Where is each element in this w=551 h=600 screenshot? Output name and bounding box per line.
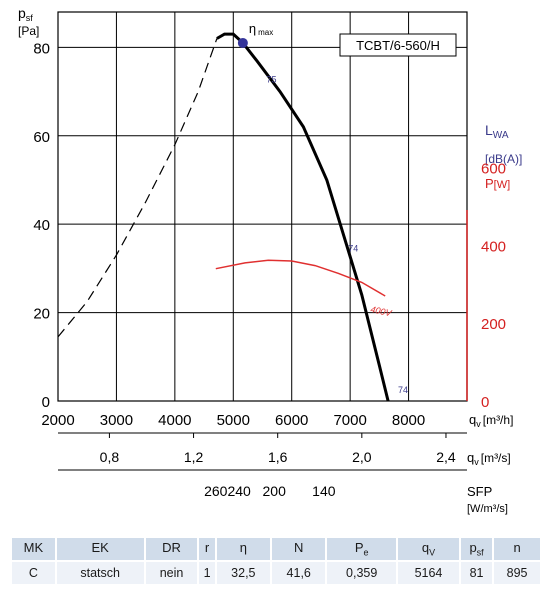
x2-tick-label: 2,0 (352, 449, 372, 465)
power-tick-label: 600 (481, 161, 506, 178)
power-curve-label: 400V (370, 304, 394, 318)
sound-label-75: 75 (267, 74, 277, 84)
spec-header-cell: r (199, 538, 215, 560)
power-tick-label: 0 (481, 394, 489, 411)
spec-value-cell: nein (145, 562, 198, 584)
x2-tick-label: 1,6 (268, 449, 288, 465)
spec-table-value-row: C statsch nein 1 32,5 41,6 0,359 5164 81… (12, 562, 540, 584)
x-tick-label: 5000 (217, 412, 250, 429)
spec-value-cell: 32,5 (216, 562, 271, 584)
y-axis-ticks: 0 20 40 60 80 (33, 40, 50, 411)
lwa-label: LWA (485, 122, 509, 141)
spec-header-cell: EK (56, 538, 144, 560)
sfp-tick-label: 260 (204, 483, 228, 499)
spec-value-cell: C (12, 562, 55, 584)
x-tick-label: 3000 (100, 412, 133, 429)
power-tick-label: 200 (481, 316, 506, 333)
spec-header-cell: DR (145, 538, 198, 560)
sfp-label: SFP (467, 484, 492, 499)
spec-value-cell: 81 (460, 562, 493, 584)
spec-table: MK EK DR r η N Pe qV psf n C statsch nei… (10, 536, 542, 586)
spec-value-cell: 1 (199, 562, 215, 584)
power-axis-ticks: 0 200 400 600 (481, 161, 506, 411)
y-tick-label: 40 (33, 217, 50, 234)
spec-value-cell: 895 (494, 562, 540, 584)
x-tick-label: 4000 (158, 412, 191, 429)
x-axis-ticks: 2000 3000 4000 5000 6000 7000 8000 (41, 412, 425, 429)
plot-frame (57, 11, 468, 402)
y-axis-unit: [Pa] (18, 24, 39, 38)
power-curve (215, 259, 386, 297)
y-tick-label: 60 (33, 129, 50, 146)
spec-header-cell: n (494, 538, 540, 560)
stall-region-curve (57, 38, 218, 338)
spec-table-header-row: MK EK DR r η N Pe qV psf n (12, 538, 540, 560)
spec-header-cell: Pe (327, 538, 396, 560)
spec-value-cell: 41,6 (272, 562, 326, 584)
sfp-tick-label: 140 (312, 483, 336, 499)
spec-value-cell: statsch (56, 562, 144, 584)
spec-header-cell: η (216, 538, 271, 560)
eta-max-point (237, 37, 248, 48)
x2-tick-label: 1,2 (184, 449, 204, 465)
grid (57, 12, 467, 402)
power-label: P[W] (485, 176, 510, 191)
x-tick-label: 7000 (333, 412, 366, 429)
x2-tick-label: 2,4 (436, 449, 456, 465)
x-axis-2-ticks: 0,8 1,2 1,6 2,0 2,4 (100, 433, 456, 465)
spec-header-cell: N (272, 538, 326, 560)
sound-label-74-end: 74 (398, 385, 408, 395)
y-tick-label: 80 (33, 40, 50, 57)
y-tick-label: 0 (42, 394, 50, 411)
sfp-tick-label: 200 (263, 483, 287, 499)
spec-header-cell: MK (12, 538, 55, 560)
fan-pressure-curve (216, 32, 390, 402)
sfp-tick-label: 240 (227, 483, 251, 499)
x-tick-label: 6000 (275, 412, 308, 429)
spec-value-cell: 5164 (397, 562, 459, 584)
power-tick-label: 400 (481, 238, 506, 255)
x-tick-label: 2000 (41, 412, 74, 429)
sound-label-74-mid: 74 (348, 243, 358, 253)
eta-max-label: η max (249, 21, 273, 37)
y-tick-label: 20 (33, 306, 50, 323)
spec-value-cell: 0,359 (327, 562, 396, 584)
x-axis-2-title: qv [m³/s] (467, 450, 511, 467)
sfp-axis-ticks: 260 240 200 140 (204, 483, 336, 499)
model-label: TCBT/6-560/H (356, 38, 440, 53)
x2-tick-label: 0,8 (100, 449, 120, 465)
model-label-box (339, 33, 457, 57)
y-axis-symbol: psf (18, 5, 33, 23)
lwa-unit: [dB(A)] (485, 152, 522, 166)
x-axis-title: qv [m³/h] (469, 412, 513, 429)
spec-header-cell: qV (397, 538, 459, 560)
x-tick-label: 8000 (392, 412, 425, 429)
sfp-unit: [W/m³/s] (467, 503, 508, 515)
spec-header-cell: psf (460, 538, 493, 560)
